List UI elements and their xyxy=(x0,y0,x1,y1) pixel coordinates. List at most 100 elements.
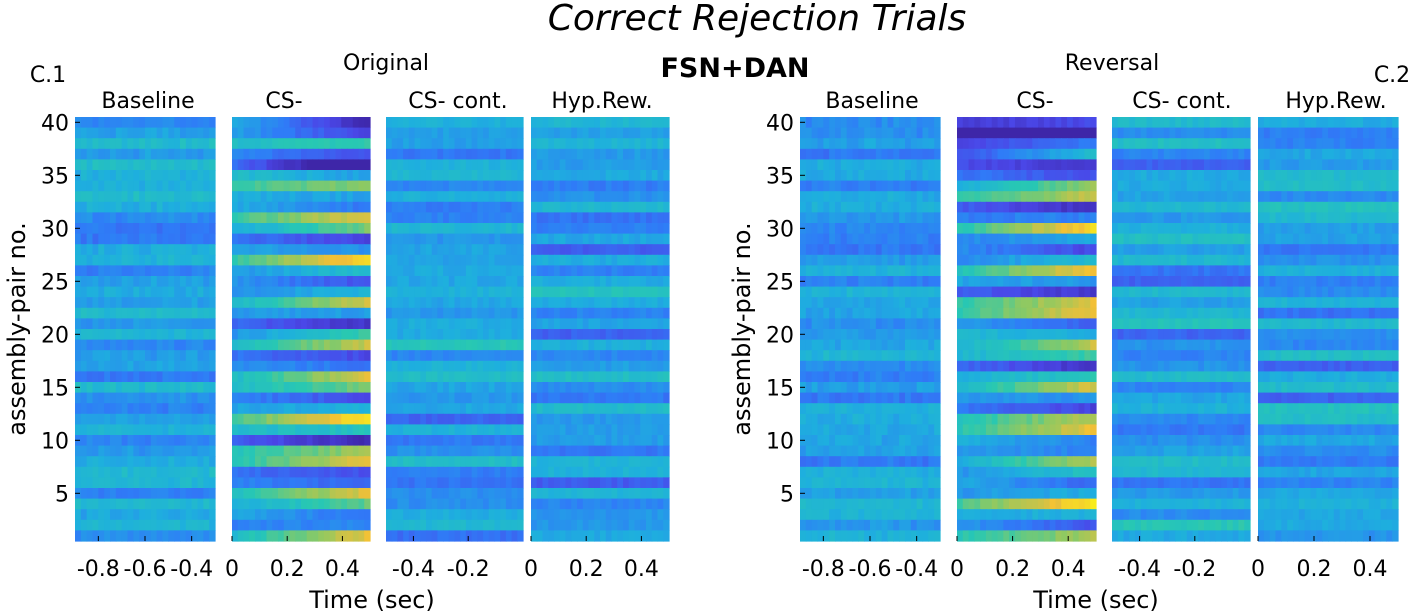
heatmap-cell xyxy=(505,233,513,245)
heatmap-cell xyxy=(86,286,94,298)
heatmap-cell xyxy=(347,170,354,182)
heatmap-cell xyxy=(341,138,348,150)
heatmap-cell xyxy=(266,445,273,457)
heatmap-cell xyxy=(162,201,169,213)
heatmap-cell xyxy=(115,519,123,531)
heatmap-cell xyxy=(582,223,590,235)
heatmap-cell xyxy=(278,244,285,256)
heatmap-cell xyxy=(80,413,88,425)
heatmap-cell xyxy=(386,466,393,478)
heatmap-cell xyxy=(335,286,342,298)
heatmap-cell xyxy=(500,318,507,330)
heatmap-cell xyxy=(582,424,590,436)
heatmap-cell xyxy=(846,350,854,362)
heatmap-cell xyxy=(150,265,158,277)
heatmap-cell xyxy=(565,392,572,404)
heatmap-cell xyxy=(386,117,393,129)
heatmap-cell xyxy=(121,276,129,288)
heatmap-cell xyxy=(162,170,169,182)
heatmap-cell xyxy=(150,254,158,266)
heatmap-cell xyxy=(548,392,555,404)
heatmap-cell xyxy=(577,201,584,213)
heatmap-cell xyxy=(465,307,473,319)
heatmap-cell xyxy=(846,117,854,129)
heatmap-cell xyxy=(1072,127,1080,139)
heatmap-cell xyxy=(805,339,813,351)
heatmap-cell xyxy=(565,127,572,139)
heatmap-cell xyxy=(110,509,117,521)
heatmap-cell xyxy=(237,413,245,425)
heatmap-cell xyxy=(611,223,618,235)
heatmap-cell xyxy=(397,254,404,266)
heatmap-cell xyxy=(133,488,140,500)
heatmap-cell xyxy=(588,265,595,277)
heatmap-cell xyxy=(934,477,941,489)
heatmap-cell xyxy=(232,350,239,362)
heatmap-cell xyxy=(301,159,308,171)
heatmap-cell xyxy=(168,456,175,468)
heatmap-cell xyxy=(554,170,561,182)
heatmap-cell xyxy=(425,286,433,298)
heatmap-cell xyxy=(928,403,935,415)
heatmap-cell xyxy=(232,233,239,245)
heatmap-cell xyxy=(209,360,216,372)
heatmap-cell xyxy=(571,488,578,500)
heatmap-cell xyxy=(197,371,204,383)
heatmap-cell xyxy=(800,519,807,531)
heatmap-cell xyxy=(494,435,501,447)
heatmap-cell xyxy=(628,254,636,266)
heatmap-cell xyxy=(800,297,807,309)
heatmap-cell xyxy=(431,117,438,129)
heatmap-cell xyxy=(121,477,129,489)
heatmap-cell xyxy=(805,445,813,457)
heatmap-cell xyxy=(358,424,365,436)
heatmap-cell xyxy=(341,244,348,256)
heatmap-cell xyxy=(162,265,169,277)
heatmap-cell xyxy=(605,159,613,171)
heatmap-cell xyxy=(934,148,941,160)
heatmap-cell xyxy=(133,223,140,235)
heatmap-cell xyxy=(249,148,256,160)
heatmap-cell xyxy=(104,435,111,447)
heatmap-cell xyxy=(139,254,146,266)
heatmap-cell xyxy=(306,360,314,372)
heatmap-cell xyxy=(511,286,518,298)
heatmap-cell xyxy=(483,371,490,383)
heatmap-cell xyxy=(92,392,99,404)
heatmap-cell xyxy=(511,413,518,425)
heatmap-cell xyxy=(347,307,354,319)
heatmap-cell xyxy=(536,223,544,235)
heatmap-cell xyxy=(840,498,848,510)
heatmap-cell xyxy=(905,350,912,362)
heatmap-cell xyxy=(80,318,88,330)
heatmap-cell xyxy=(104,339,111,351)
heatmap-cell xyxy=(110,424,117,436)
heatmap-cell xyxy=(565,117,572,129)
heatmap-cell xyxy=(145,488,152,500)
heatmap-cell xyxy=(425,170,433,182)
heatmap-cell xyxy=(329,148,337,160)
heatmap-cell xyxy=(605,392,613,404)
heatmap-cell xyxy=(611,201,618,213)
heatmap-cell xyxy=(98,212,105,224)
heatmap-cell xyxy=(145,307,152,319)
heatmap-cell xyxy=(893,371,900,383)
heatmap-cell xyxy=(577,180,584,192)
heatmap-cell xyxy=(651,477,659,489)
heatmap-cell xyxy=(92,127,99,139)
heatmap-cell xyxy=(139,159,146,171)
heatmap-cell xyxy=(559,191,567,203)
heatmap-cell xyxy=(115,138,123,150)
heatmap-cell xyxy=(1026,170,1033,182)
heatmap-cell xyxy=(80,276,88,288)
heatmap-cell xyxy=(448,403,456,415)
heatmap-cell xyxy=(278,148,285,160)
heatmap-cell xyxy=(588,286,595,298)
heatmap-cell xyxy=(448,466,456,478)
heatmap-cell xyxy=(617,329,624,341)
heatmap-cell xyxy=(460,488,467,500)
heatmap-cell xyxy=(278,509,285,521)
heatmap-cell xyxy=(488,488,496,500)
heatmap-cell xyxy=(425,329,433,341)
heatmap-cell xyxy=(465,244,473,256)
